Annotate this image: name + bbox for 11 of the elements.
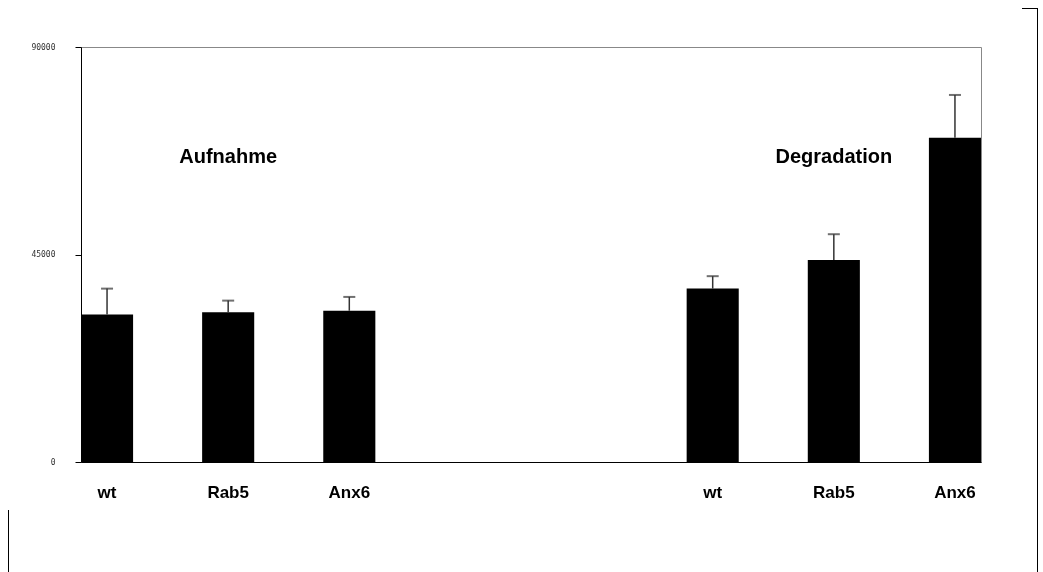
y-tick-label: 0	[50, 457, 56, 467]
annotation: Degradation	[775, 145, 893, 167]
x-tick-label: wt	[96, 482, 117, 502]
x-tick-label: Anx6	[934, 482, 976, 502]
y-tick-label: 45000	[31, 250, 56, 259]
x-tick-label: wt	[702, 482, 723, 502]
x-tick-label: Rab5	[813, 482, 855, 502]
x-tick-label: Anx6	[328, 482, 371, 502]
x-tick-label: Rab5	[207, 482, 249, 502]
y-tick-label: 90000	[31, 42, 56, 52]
annotation: Aufnahme	[179, 145, 278, 167]
